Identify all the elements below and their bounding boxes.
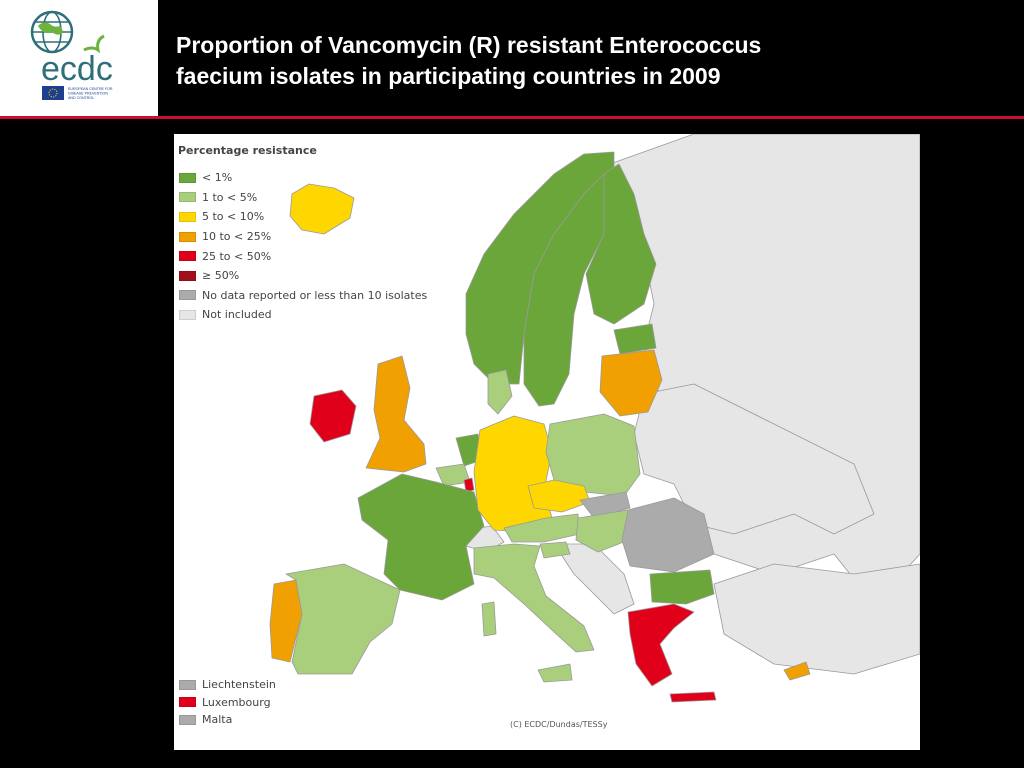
country-sweden xyxy=(523,173,615,407)
legend-title: Percentage resistance xyxy=(178,144,317,157)
country-slovenia xyxy=(539,541,571,559)
legend-swatch xyxy=(179,211,196,222)
legend-label: 25 to < 50% xyxy=(202,249,272,263)
legend-swatch xyxy=(179,192,196,203)
country-luxembourg xyxy=(463,477,475,493)
country-italy xyxy=(473,543,595,653)
country-slovakia xyxy=(579,491,631,519)
logo-subtext: EUROPEAN CENTRE FOR xyxy=(68,87,113,91)
slide-title: Proportion of Vancomycin (R) resistant E… xyxy=(176,30,996,92)
country-sicily xyxy=(537,663,573,683)
legend-label: Not included xyxy=(202,308,272,322)
country-germany xyxy=(473,415,553,533)
legend-swatch xyxy=(179,172,196,183)
country-spain xyxy=(285,563,401,675)
legend-label: ≥ 50% xyxy=(202,269,240,283)
slide-title-line2: faecium isolates in participating countr… xyxy=(176,63,721,89)
legend-label: < 1% xyxy=(202,171,233,185)
globe-icon xyxy=(30,10,74,54)
legend-item: 1 to < 5% xyxy=(179,188,427,208)
title-divider xyxy=(0,116,1024,119)
legend-item: 5 to < 10% xyxy=(179,207,427,227)
legend-item: 25 to < 50% xyxy=(179,246,427,266)
legend-label: 1 to < 5% xyxy=(202,190,258,204)
country-crete xyxy=(669,691,717,703)
country-ireland xyxy=(309,389,357,443)
small-states-legend: Liechtenstein Luxembourg Malta xyxy=(179,676,276,729)
legend-label: No data reported or less than 10 isolate… xyxy=(202,288,428,302)
legend-swatch xyxy=(179,290,196,301)
legend-item: < 1% xyxy=(179,168,427,188)
svg-text:AND CONTROL: AND CONTROL xyxy=(68,96,94,100)
legend-swatch xyxy=(179,270,196,281)
country-iceland xyxy=(289,183,355,235)
country-belarus-ukraine xyxy=(633,383,875,535)
legend-item: No data reported or less than 10 isolate… xyxy=(179,286,427,306)
country-finland xyxy=(585,163,657,325)
small-state-item: Liechtenstein xyxy=(179,676,276,694)
legend-item: ≥ 50% xyxy=(179,266,427,286)
small-state-item: Malta xyxy=(179,711,276,729)
legend-item: 10 to < 25% xyxy=(179,227,427,247)
country-bulgaria xyxy=(649,569,715,605)
country-sardinia xyxy=(481,601,497,637)
country-romania xyxy=(621,497,715,573)
country-turkey xyxy=(713,563,920,675)
country-hungary xyxy=(575,509,635,553)
svg-text:DISEASE PREVENTION: DISEASE PREVENTION xyxy=(68,92,108,96)
country-greece xyxy=(627,603,695,687)
legend-swatch xyxy=(179,679,196,690)
legend-label: 5 to < 10% xyxy=(202,210,265,224)
country-denmark xyxy=(487,369,513,415)
small-state-label: Luxembourg xyxy=(202,695,271,709)
country-france xyxy=(357,473,485,601)
small-state-item: Luxembourg xyxy=(179,694,276,712)
map-credit: (C) ECDC/Dundas/TESSy xyxy=(510,720,608,729)
small-state-label: Malta xyxy=(202,713,233,727)
small-state-label: Liechtenstein xyxy=(202,678,276,692)
legend-swatch xyxy=(179,251,196,262)
legend-label: 10 to < 25% xyxy=(202,230,272,244)
country-latvia-lithuania xyxy=(599,349,663,417)
country-uk xyxy=(365,355,427,473)
slide-title-line1: Proportion of Vancomycin (R) resistant E… xyxy=(176,32,762,58)
legend-swatch xyxy=(179,231,196,242)
map-canvas xyxy=(269,134,920,703)
map-legend: < 1% 1 to < 5% 5 to < 10% 10 to < 25% 25… xyxy=(179,168,427,325)
country-cyprus xyxy=(783,661,811,681)
europe-map: Percentage resistance < 1% 1 to < 5% 5 t… xyxy=(174,134,920,750)
legend-swatch xyxy=(179,714,196,725)
country-estonia xyxy=(613,323,657,355)
legend-item: Not included xyxy=(179,305,427,325)
logo-text: ecdc xyxy=(41,50,113,88)
ecdc-logo: ecdc EUROPEAN CENTRE FOR DISEASE PREVENT… xyxy=(0,0,158,116)
legend-swatch xyxy=(179,697,196,708)
legend-swatch xyxy=(179,309,196,320)
